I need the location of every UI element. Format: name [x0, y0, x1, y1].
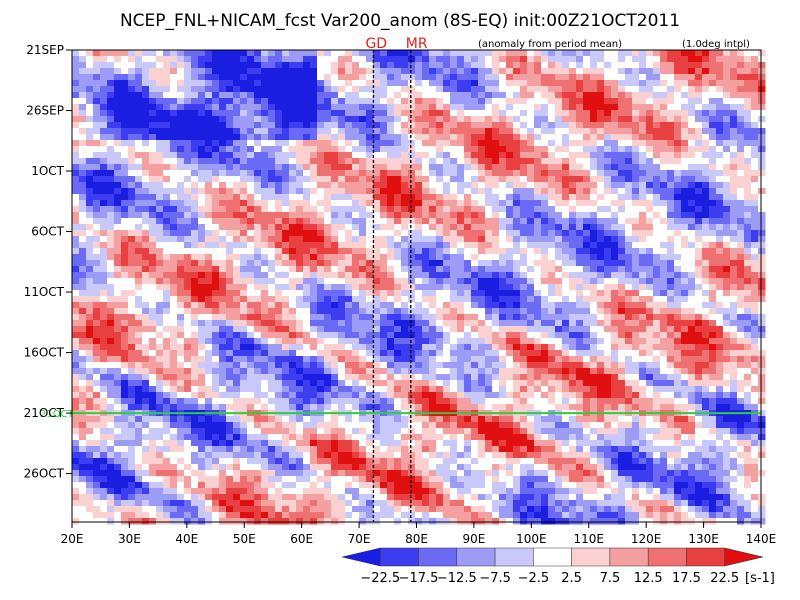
x-tick-label: 50E [233, 532, 256, 546]
y-tick-label: 1OCT [31, 164, 64, 178]
colorbar-swatch [686, 547, 725, 567]
colorbar-tick-label: 17.5 [672, 571, 701, 586]
x-tick-label: 100E [516, 532, 547, 546]
x-axis: 20E 30E 40E 50E 60E 70E 80E 90E 100E 110E 120E 130E… [61, 522, 777, 546]
marker-label-gd: GD [365, 36, 387, 52]
chart-title: NCEP_FNL+NICAM_fcst Var200_anom (8S-EQ) … [120, 11, 680, 31]
colorbar-swatch [533, 547, 572, 567]
colorbar-swatch [418, 547, 458, 567]
subtitle-anomaly: (anomaly from period mean) [478, 39, 622, 50]
subtitle-interpolation: (1.0deg intpl) [682, 39, 750, 50]
y-tick-label: 16OCT [24, 346, 65, 360]
colorbar-tick-label: −22.5 [360, 571, 400, 586]
colorbar: −22.5−17.5−12.5 −7.5 −2.5 2.5 7.5 12.5 17.5 22.… [341, 547, 775, 586]
colorbar-swatch [456, 547, 496, 567]
x-tick-label: 20E [61, 532, 84, 546]
x-tick-label: 30E [118, 532, 141, 546]
colorbar-swatch [609, 547, 649, 567]
y-tick-label: 26OCT [24, 467, 65, 481]
colorbar-swatch [341, 547, 381, 567]
colorbar-tick-label: 22.5 [710, 571, 739, 586]
colorbar-tick-label: −12.5 [437, 571, 477, 586]
y-axis: 21SEP 26SEP 1OCT 6OCT 11OCT 16OCT 21OCT 26OCT [24, 43, 72, 481]
colorbar-tick-label: 7.5 [600, 571, 621, 586]
colorbar-tick-label: 2.5 [561, 571, 582, 586]
x-tick-label: 110E [574, 532, 605, 546]
y-tick-label: 21OCT [24, 406, 65, 420]
marker-label-mr: MR [406, 36, 428, 52]
y-tick-label: 6OCT [31, 225, 64, 239]
x-tick-label: 120E [631, 532, 662, 546]
colorbar-swatch [647, 547, 687, 567]
colorbar-tick-label: 12.5 [634, 571, 663, 586]
colorbar-tick-label: −2.5 [518, 571, 550, 586]
init-time-label: 21OCT [40, 409, 75, 420]
x-tick-label: 80E [405, 532, 428, 546]
colorbar-tick-label: −17.5 [399, 571, 439, 586]
x-tick-label: 130E [688, 532, 719, 546]
colorbar-swatch [380, 547, 419, 567]
location-markers: GD MR 21OCT [40, 36, 761, 522]
colorbar-swatch [494, 547, 534, 567]
colorbar-swatch [724, 547, 764, 567]
anomaly-field [72, 50, 766, 525]
y-tick-label: 21SEP [26, 43, 64, 57]
x-tick-label: 40E [175, 532, 198, 546]
x-tick-label: 60E [290, 532, 313, 546]
colorbar-unit: [s-1] [745, 571, 775, 586]
colorbar-tick-label: −7.5 [479, 571, 511, 586]
x-tick-label: 90E [462, 532, 485, 546]
y-tick-label: 11OCT [24, 285, 65, 299]
x-tick-label: 70E [348, 532, 371, 546]
colorbar-swatch [571, 547, 611, 567]
x-tick-label: 140E [746, 532, 777, 546]
y-tick-label: 26SEP [26, 104, 64, 118]
